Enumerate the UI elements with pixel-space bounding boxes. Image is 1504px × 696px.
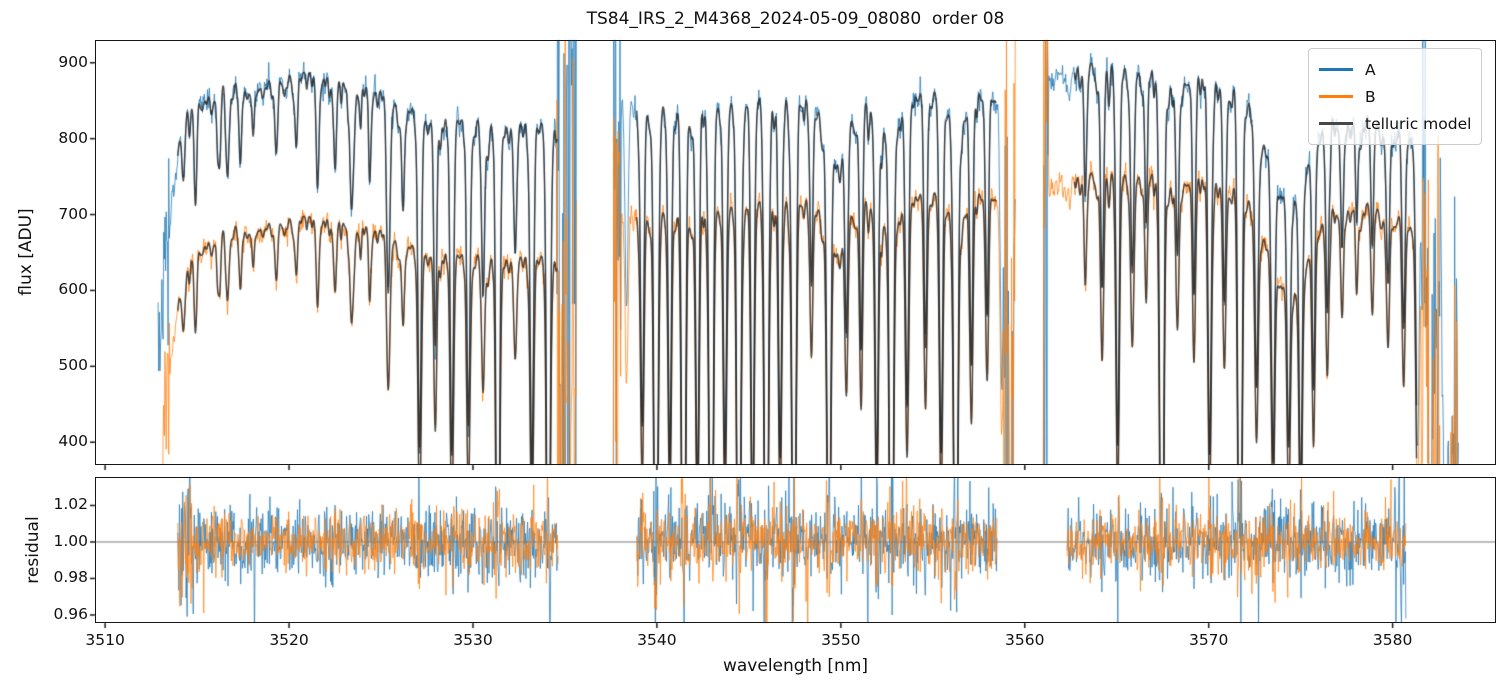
series-a-line-icon	[1319, 68, 1353, 71]
legend: A B telluric model	[1308, 48, 1482, 145]
legend-label-telluric-model: telluric model	[1365, 114, 1472, 133]
legend-item-telluric-model: telluric model	[1319, 110, 1471, 137]
chart-title: TS84_IRS_2_M4368_2024-05-09_08080 order …	[586, 9, 1005, 29]
residual-axis-label: residual	[23, 516, 43, 584]
legend-item-a: A	[1319, 56, 1471, 83]
series-b-line-icon	[1319, 95, 1353, 98]
legend-label-a: A	[1365, 60, 1376, 79]
flux-axis-label: flux [ADU]	[16, 208, 36, 296]
x-axis-label: wavelength [nm]	[722, 656, 869, 676]
telluric-model-line-icon	[1319, 122, 1353, 125]
legend-item-b: B	[1319, 83, 1471, 110]
legend-label-b: B	[1365, 87, 1376, 106]
